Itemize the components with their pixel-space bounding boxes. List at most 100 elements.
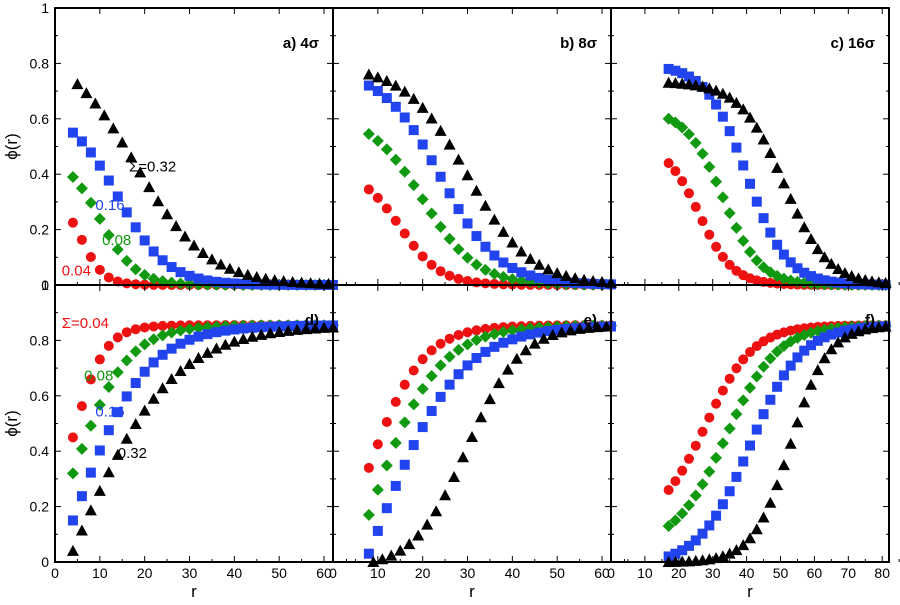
data-point — [461, 251, 474, 264]
data-point — [845, 270, 858, 282]
data-point — [265, 321, 276, 332]
data-point — [67, 515, 78, 526]
data-point — [435, 391, 446, 402]
data-point — [157, 255, 168, 266]
series-annotation: 0.04 — [62, 262, 91, 279]
data-point — [480, 278, 491, 289]
data-point — [453, 329, 464, 340]
data-point — [66, 544, 79, 556]
data-point — [201, 346, 214, 358]
data-point — [102, 229, 115, 242]
y-tick-label: 0.4 — [30, 443, 50, 459]
panel-f: 0 10 20 30 40 50 60 70 80 f) r — [607, 284, 900, 601]
data-point — [483, 393, 496, 405]
x-tick-label: 20 — [415, 565, 431, 581]
data-point — [750, 121, 763, 133]
data-point — [689, 489, 702, 502]
data-point — [300, 323, 313, 335]
data-point — [723, 547, 736, 559]
data-point — [492, 377, 505, 389]
data-point — [112, 191, 123, 202]
data-point — [381, 503, 392, 514]
data-point — [111, 448, 124, 460]
data-point — [363, 548, 374, 559]
data-point — [247, 322, 258, 333]
data-point — [121, 207, 132, 218]
data-point — [202, 329, 213, 340]
data-point — [717, 499, 728, 510]
data-point — [435, 338, 446, 349]
data-point — [498, 257, 509, 268]
data-point — [663, 484, 674, 495]
data-point — [723, 422, 736, 435]
data-point — [157, 349, 168, 360]
data-point — [372, 86, 383, 97]
data-point — [71, 78, 84, 90]
data-point — [832, 263, 845, 275]
data-point — [516, 331, 527, 342]
data-point — [717, 251, 728, 262]
data-point — [525, 270, 536, 281]
y-tick-label: 1 — [41, 277, 49, 293]
data-point — [682, 499, 695, 512]
data-point — [488, 213, 501, 225]
data-point — [579, 322, 590, 333]
data-point — [192, 352, 205, 364]
data-point — [277, 275, 290, 287]
data-point — [670, 166, 681, 177]
data-point — [66, 467, 79, 480]
data-point — [588, 322, 599, 333]
panel-label: a) 4σ — [283, 35, 319, 52]
data-point — [399, 112, 410, 123]
data-point — [838, 331, 851, 343]
data-point — [480, 241, 491, 252]
data-point — [120, 432, 133, 444]
data-point — [193, 273, 204, 284]
data-point — [398, 416, 411, 429]
y-tick-label: 0.2 — [30, 499, 50, 515]
data-point — [582, 321, 595, 333]
series-s032 — [367, 320, 613, 567]
x-tick-label: 10 — [637, 565, 653, 581]
x-tick-label: 80 — [874, 565, 890, 581]
data-point — [561, 277, 572, 288]
data-point — [220, 325, 231, 336]
data-point — [600, 320, 613, 332]
data-point — [812, 273, 823, 284]
data-point — [381, 93, 392, 104]
data-point — [425, 207, 438, 220]
data-point — [273, 325, 286, 337]
data-point — [166, 320, 177, 331]
data-point — [806, 271, 817, 282]
data-point — [390, 480, 401, 491]
y-tick-label: 0.8 — [30, 55, 50, 71]
data-point — [457, 451, 470, 463]
data-point — [93, 484, 106, 496]
data-point — [677, 68, 688, 79]
data-point — [179, 230, 192, 242]
data-point — [805, 378, 818, 390]
data-point — [798, 396, 811, 408]
data-point — [777, 177, 790, 189]
data-point — [798, 221, 811, 233]
data-point — [716, 87, 729, 99]
data-point — [724, 126, 735, 137]
data-point — [676, 121, 689, 134]
data-point — [390, 396, 401, 407]
data-point — [542, 263, 555, 275]
data-point — [792, 263, 803, 274]
data-point — [238, 278, 249, 289]
data-point — [697, 216, 708, 227]
data-point — [98, 109, 111, 121]
data-point — [156, 382, 169, 394]
data-point — [738, 456, 749, 467]
series-annotation: 0.16 — [95, 197, 124, 214]
data-point — [799, 345, 810, 356]
x-tick-label: 50 — [549, 565, 565, 581]
data-point — [785, 360, 796, 371]
x-tick-label: 60 — [594, 565, 610, 581]
data-point — [147, 272, 160, 285]
data-point — [84, 196, 97, 209]
data-point — [408, 440, 419, 451]
x-tick-label: 10 — [92, 565, 108, 581]
